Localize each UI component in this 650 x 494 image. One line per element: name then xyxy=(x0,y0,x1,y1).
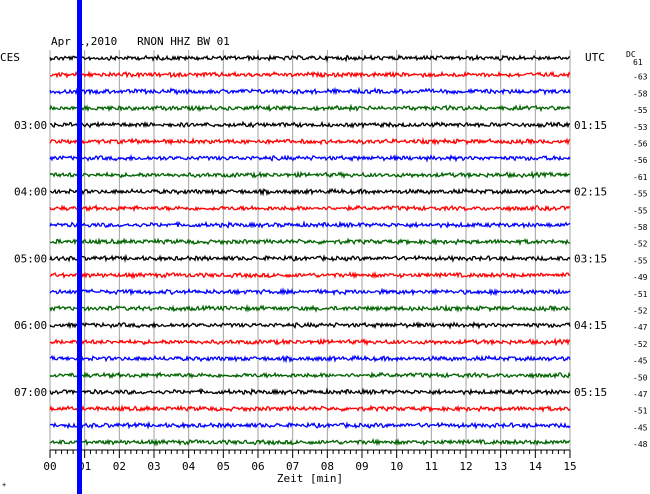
trace-row xyxy=(49,253,571,263)
x-tick-label: 11 xyxy=(425,460,438,473)
x-tick-label: 15 xyxy=(563,460,576,473)
trace-row xyxy=(49,287,571,297)
corner-mark: + xyxy=(2,481,6,489)
trace-lines xyxy=(49,53,571,447)
trace-row xyxy=(49,220,571,229)
left-time-label: 07:00 xyxy=(14,386,47,399)
x-tick-label: 09 xyxy=(355,460,368,473)
x-tick-label: 10 xyxy=(390,460,403,473)
dc-offset-value: -47 xyxy=(633,323,648,332)
trace-row xyxy=(49,204,570,213)
dc-offset-value: -47 xyxy=(633,390,648,399)
trace-row xyxy=(49,438,571,447)
trace-row xyxy=(49,303,571,313)
dc-offset-value: -52 xyxy=(633,240,648,249)
trace-row xyxy=(49,103,571,113)
dc-offset-value: -58 xyxy=(633,89,648,98)
x-axis: 00 01 02 03 04 05 06 07 08 09 10 11 12 13 14 15 xyxy=(43,449,577,473)
trace-row xyxy=(49,120,571,130)
trace-row xyxy=(49,237,571,246)
left-time-label: 03:00 xyxy=(14,119,47,132)
dc-offset-value: -45 xyxy=(633,423,648,432)
trace-row xyxy=(49,187,571,197)
right-time-label: 02:15 xyxy=(574,186,607,199)
left-time-label: 05:00 xyxy=(14,252,47,265)
trace-row xyxy=(49,86,571,96)
trace-row xyxy=(49,271,571,280)
x-tick-label: 07 xyxy=(286,460,299,473)
right-timezone-label: UTC xyxy=(585,51,605,64)
chart-grid xyxy=(49,50,571,450)
trace-row xyxy=(49,321,571,330)
trace-row xyxy=(49,170,571,180)
right-time-label: 01:15 xyxy=(574,119,607,132)
right-time-label: 03:15 xyxy=(574,252,607,265)
dc-offset-value: -45 xyxy=(633,357,648,366)
dc-offset-value: -51 xyxy=(633,407,648,416)
dc-offset-value: 61 xyxy=(633,58,643,67)
x-tick-label: 02 xyxy=(113,460,126,473)
left-time-label: 04:00 xyxy=(14,186,47,199)
dc-offset-value: -56 xyxy=(633,140,648,149)
trace-row xyxy=(49,136,571,146)
dc-offset-value: -55 xyxy=(633,106,648,115)
trace-row xyxy=(49,387,571,396)
dc-offset-value: -55 xyxy=(633,190,648,199)
dc-offset-value: -55 xyxy=(633,206,648,215)
x-tick-label: 12 xyxy=(459,460,472,473)
chart-title: Apr 1,2010 RNON HHZ BW 01 xyxy=(51,35,230,48)
dc-offset-value: -55 xyxy=(633,256,648,265)
trace-row xyxy=(49,371,571,380)
x-tick-label: 14 xyxy=(529,460,543,473)
event-marker-bar xyxy=(77,0,82,494)
dc-offset-value: -56 xyxy=(633,156,648,165)
trace-row xyxy=(49,404,571,413)
dc-offset-value: -51 xyxy=(633,290,648,299)
dc-offset-value: -61 xyxy=(633,173,648,182)
left-timezone-label: CES xyxy=(0,51,20,64)
dc-header-label: DC xyxy=(626,50,636,59)
trace-row xyxy=(49,354,571,364)
dc-offset-value: -48 xyxy=(633,440,648,449)
left-time-label: 06:00 xyxy=(14,319,47,332)
trace-row xyxy=(49,154,571,163)
x-tick-label: 13 xyxy=(494,460,507,473)
dc-offset-value: -53 xyxy=(633,123,648,132)
right-time-label: 04:15 xyxy=(574,319,607,332)
dc-offset-value: -58 xyxy=(633,223,648,232)
x-tick-label: 00 xyxy=(43,460,56,473)
dc-offset-value: -63 xyxy=(633,73,648,82)
x-tick-label: 04 xyxy=(182,460,196,473)
x-tick-label: 06 xyxy=(251,460,264,473)
right-time-label: 05:15 xyxy=(574,386,607,399)
x-tick-label: 08 xyxy=(321,460,334,473)
dc-offset-value: -50 xyxy=(633,373,648,382)
x-tick-label: 03 xyxy=(147,460,160,473)
x-axis-label: Zeit [min] xyxy=(277,472,343,485)
trace-row xyxy=(49,420,571,430)
trace-row xyxy=(49,53,571,63)
trace-row xyxy=(49,70,571,79)
trace-row xyxy=(49,337,571,347)
chart-labels: Apr 1,2010 RNON HHZ BW 01 CES UTC DC Zei… xyxy=(0,35,648,485)
dc-offset-value: -52 xyxy=(633,307,648,316)
dc-offset-value: -49 xyxy=(633,273,648,282)
x-tick-label: 05 xyxy=(217,460,230,473)
dc-offset-value: -52 xyxy=(633,340,648,349)
